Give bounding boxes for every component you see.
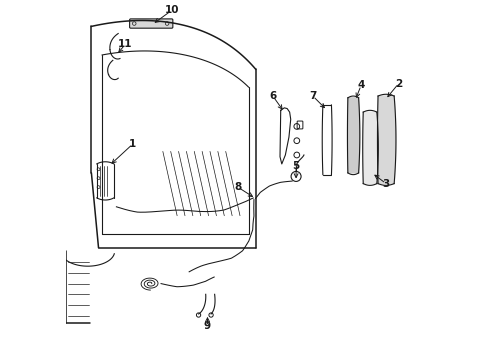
Text: 5: 5 [293,161,300,171]
Text: 11: 11 [118,39,133,49]
Text: 8: 8 [234,182,242,192]
Text: 4: 4 [357,80,365,90]
Polygon shape [377,96,396,184]
Text: 9: 9 [204,321,211,332]
FancyBboxPatch shape [130,19,173,28]
Text: 3: 3 [383,179,390,189]
Polygon shape [363,112,378,184]
Polygon shape [347,98,360,173]
Text: 2: 2 [395,78,402,89]
Text: 10: 10 [165,5,179,15]
Text: 6: 6 [269,91,276,101]
Text: 7: 7 [309,91,317,101]
Text: 1: 1 [129,139,136,149]
